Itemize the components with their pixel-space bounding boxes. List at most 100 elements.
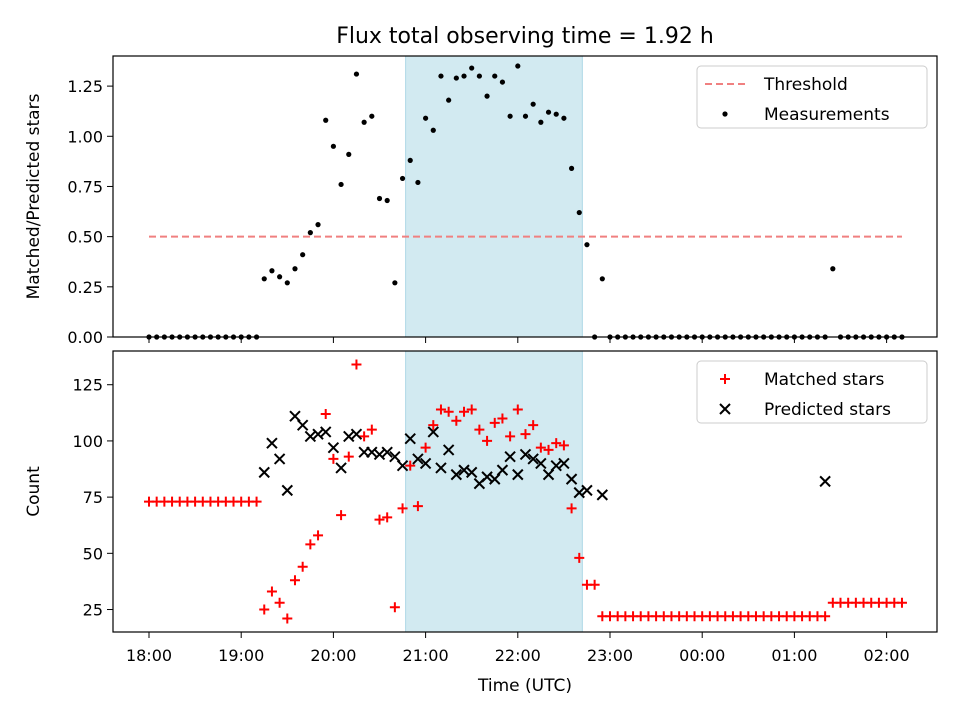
matched-star-point (512, 404, 523, 415)
measurement-point (399, 175, 406, 182)
matched-star-point (428, 420, 439, 431)
matched-star-point (482, 435, 493, 446)
matched-star-point (374, 514, 385, 525)
matched-star-point (297, 561, 308, 572)
x-tick-label: 22:00 (495, 646, 541, 665)
predicted-star-point (535, 457, 547, 470)
measurement-point (307, 230, 313, 236)
measurement-point (515, 63, 521, 69)
matched-star-point (313, 530, 324, 541)
measurement-point (446, 97, 452, 103)
measurement-point (568, 165, 575, 171)
predicted-star-point (273, 453, 286, 465)
measurement-point (269, 268, 275, 274)
measurement-point (423, 115, 429, 121)
matched-star-point (551, 438, 562, 449)
matched-star-point (543, 444, 554, 455)
matched-star-point (466, 404, 477, 415)
matched-star-point (459, 406, 470, 417)
predicted-star-point (289, 410, 301, 422)
measurement-point (261, 276, 267, 282)
measurement-point (315, 222, 321, 228)
predicted-star-point (281, 484, 294, 497)
matched-star-point (305, 539, 316, 550)
matched-star-point (474, 424, 485, 435)
legend-label: Measurements (764, 105, 890, 125)
legend: Threshold Measurements (696, 65, 928, 129)
y-tick-label: 75 (83, 488, 103, 507)
matched-star-point (366, 424, 377, 435)
x-tick-label: 23:00 (587, 646, 633, 665)
predicted-star-point (519, 448, 532, 461)
matched-star-point (336, 510, 347, 521)
matched-star-point (443, 406, 454, 417)
measurement-point (415, 179, 421, 186)
matched-star-point (528, 420, 539, 431)
measurement-point (323, 117, 329, 123)
matched-star-point (589, 579, 600, 590)
matched-star-point (259, 604, 270, 615)
shaded-region (405, 55, 583, 338)
measurement-point (300, 252, 306, 258)
predicted-star-point (404, 432, 416, 445)
shaded-region (405, 350, 583, 633)
measurement-point (553, 111, 559, 117)
matched-star-point (274, 597, 285, 608)
y-tick-label: 25 (83, 601, 103, 620)
matched-star-point (497, 413, 508, 424)
measurement-point (469, 65, 475, 71)
predicted-star-point (504, 450, 516, 463)
predicted-star-point (512, 468, 524, 481)
x-tick-label: 01:00 (771, 646, 817, 665)
predicted-star-point (419, 457, 432, 470)
measurement-point (407, 157, 413, 163)
x-axis-label: Time (UTC) (477, 676, 572, 696)
measurement-point (484, 93, 490, 99)
measurement-point (576, 209, 582, 216)
measurement-point (346, 151, 352, 157)
measurement-point (461, 73, 467, 79)
matched-star-point (820, 611, 831, 622)
matched-star-point (558, 440, 569, 451)
legend-box (696, 360, 928, 424)
matched-star-point (505, 431, 516, 442)
y-tick-label: 100 (72, 432, 103, 451)
predicted-star-point (350, 428, 363, 440)
matched-star-point (351, 359, 362, 370)
matched-star-point (397, 503, 408, 514)
y-tick-label: 1.25 (67, 77, 103, 96)
matched-star-point (520, 429, 531, 440)
matched-star-point (320, 408, 331, 419)
legend: Matched stars Predicted stars (696, 360, 928, 424)
measurement-point (599, 276, 605, 282)
matched-star-point (435, 404, 446, 415)
predicted-star-point (412, 453, 424, 465)
y-tick-label: 0.75 (67, 177, 103, 196)
predicted-star-point (596, 489, 609, 501)
measurement-point (476, 73, 482, 79)
predicted-star-point (450, 468, 463, 481)
predicted-star-point (296, 419, 309, 431)
measurement-point (338, 181, 344, 188)
matched-star-point (389, 602, 400, 613)
predicted-star-point (558, 457, 570, 470)
measurement-point (492, 73, 498, 79)
predicted-star-point (542, 468, 555, 481)
measurement-point (522, 113, 529, 119)
predicted-star-point (327, 441, 340, 454)
predicted-star-point (565, 473, 578, 485)
matched-star-point (412, 501, 423, 512)
measurement-point (277, 274, 283, 280)
predicted-star-point (320, 426, 332, 438)
predicted-star-point (527, 453, 539, 465)
x-tick-label: 02:00 (864, 646, 910, 665)
measurement-point (438, 73, 444, 79)
y-tick-label: 0.50 (67, 228, 103, 247)
measurement-point (530, 101, 536, 107)
measurement-point (376, 195, 383, 202)
predicted-star-point (819, 475, 831, 488)
x-tick-label: 20:00 (310, 646, 356, 665)
predicted-star-point (335, 462, 347, 474)
matched-star-point (382, 512, 393, 523)
